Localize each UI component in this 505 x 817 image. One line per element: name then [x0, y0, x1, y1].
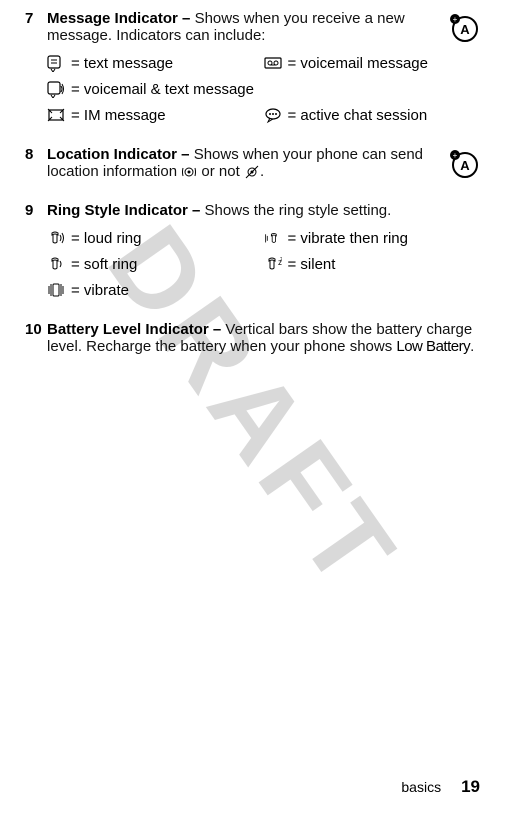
section-title: Message Indicator – [47, 10, 190, 27]
a-plus-icon: A+ [448, 148, 480, 180]
voicemail-text-icon [47, 80, 65, 98]
section-9: 9 Ring Style Indicator – Shows the ring … [25, 202, 480, 299]
section-number: 9 [25, 202, 47, 219]
section-7: 7 Message Indicator – Shows when you rec… [25, 10, 480, 124]
low-battery-text: Low Battery [396, 338, 470, 355]
im-icon [47, 106, 65, 124]
legend-label: = soft ring [71, 256, 137, 273]
section-desc: Shows the ring style setting. [205, 202, 392, 219]
legend-label: = IM message [71, 107, 166, 124]
legend-label: = voicemail message [288, 55, 428, 72]
footer-label: basics [401, 779, 441, 795]
svg-text:+: + [453, 151, 458, 160]
soft-ring-icon [47, 255, 65, 273]
vibrate-icon [47, 281, 65, 299]
page-number: 19 [461, 777, 480, 797]
text-message-icon [47, 54, 65, 72]
legend-label: = vibrate [71, 282, 129, 299]
section-desc: . [260, 163, 264, 180]
page-footer: basics 19 [401, 777, 480, 797]
section-title: Ring Style Indicator – [47, 202, 200, 219]
chat-icon [264, 106, 282, 124]
section-8: 8 Location Indicator – Shows when your p… [25, 146, 480, 180]
section-desc: or not [197, 163, 244, 180]
a-plus-icon: A+ [448, 12, 480, 44]
legend-label: = active chat session [288, 107, 428, 124]
section-number: 7 [25, 10, 47, 27]
legend-label: = voicemail & text message [71, 81, 254, 98]
section-10: 10 Battery Level Indicator – Vertical ba… [25, 321, 480, 355]
section-number: 10 [25, 321, 47, 338]
location-on-icon [181, 164, 197, 180]
vibrate-ring-icon [264, 229, 282, 247]
svg-text:A: A [460, 158, 470, 173]
voicemail-icon [264, 54, 282, 72]
section-title: Location Indicator – [47, 146, 190, 163]
section-number: 8 [25, 146, 47, 163]
legend-label: = vibrate then ring [288, 230, 409, 247]
page-content: 7 Message Indicator – Shows when you rec… [25, 10, 480, 355]
legend-label: = loud ring [71, 230, 141, 247]
svg-text:z: z [280, 257, 282, 263]
svg-text:+: + [453, 15, 458, 24]
svg-text:A: A [460, 22, 470, 37]
silent-icon: zz [264, 255, 282, 273]
location-off-icon [244, 164, 260, 180]
loud-ring-icon [47, 229, 65, 247]
section-title: Battery Level Indicator – [47, 321, 221, 338]
section-desc: . [470, 338, 474, 355]
legend-label: = text message [71, 55, 173, 72]
legend-label: = silent [288, 256, 336, 273]
